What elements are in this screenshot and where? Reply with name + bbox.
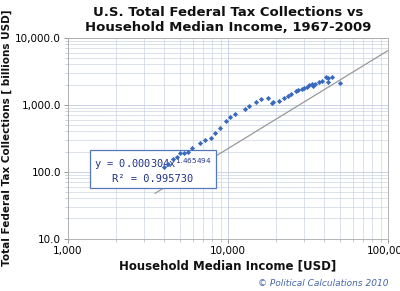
Point — [316, 80, 322, 85]
Point — [298, 86, 305, 91]
Point — [322, 75, 329, 80]
Point — [292, 89, 299, 94]
Point — [308, 82, 315, 87]
Point — [174, 155, 180, 159]
Point — [232, 111, 238, 116]
Point — [324, 76, 331, 80]
Point — [264, 96, 271, 100]
Point — [281, 96, 287, 100]
Text: © Political Calculations 2010: © Political Calculations 2010 — [258, 279, 388, 288]
Point — [181, 151, 187, 156]
Point — [319, 79, 326, 83]
Point — [294, 88, 301, 93]
Point — [185, 150, 191, 155]
Point — [270, 100, 276, 104]
X-axis label: Household Median Income [USD]: Household Median Income [USD] — [119, 260, 337, 273]
Point — [328, 75, 335, 80]
Point — [312, 82, 319, 87]
Point — [202, 138, 208, 142]
Point — [165, 162, 172, 167]
Point — [227, 114, 233, 119]
Point — [212, 131, 218, 135]
Point — [177, 151, 183, 156]
Point — [170, 157, 176, 162]
Title: U.S. Total Federal Tax Collections vs
Household Median Income, 1967-2009: U.S. Total Federal Tax Collections vs Ho… — [85, 6, 371, 34]
Point — [246, 103, 252, 108]
Point — [258, 97, 264, 102]
Point — [288, 91, 294, 96]
Point — [325, 80, 331, 85]
Point — [217, 125, 223, 130]
Point — [197, 141, 203, 146]
Point — [222, 119, 229, 124]
Point — [161, 165, 168, 169]
Point — [336, 81, 343, 86]
Text: y = 0.000304x$^{1.465494}$
R² = 0.995730: y = 0.000304x$^{1.465494}$ R² = 0.995730 — [94, 156, 212, 184]
Point — [208, 136, 214, 141]
Point — [253, 100, 259, 105]
Point — [284, 94, 291, 98]
Point — [306, 82, 312, 87]
Y-axis label: Total Federal Tax Collections [ billions USD]: Total Federal Tax Collections [ billions… — [2, 10, 12, 267]
Point — [276, 98, 282, 103]
Point — [301, 86, 308, 90]
Point — [189, 145, 195, 150]
Point — [241, 107, 248, 112]
Point — [269, 101, 275, 106]
Point — [304, 85, 310, 90]
Point — [310, 84, 316, 89]
